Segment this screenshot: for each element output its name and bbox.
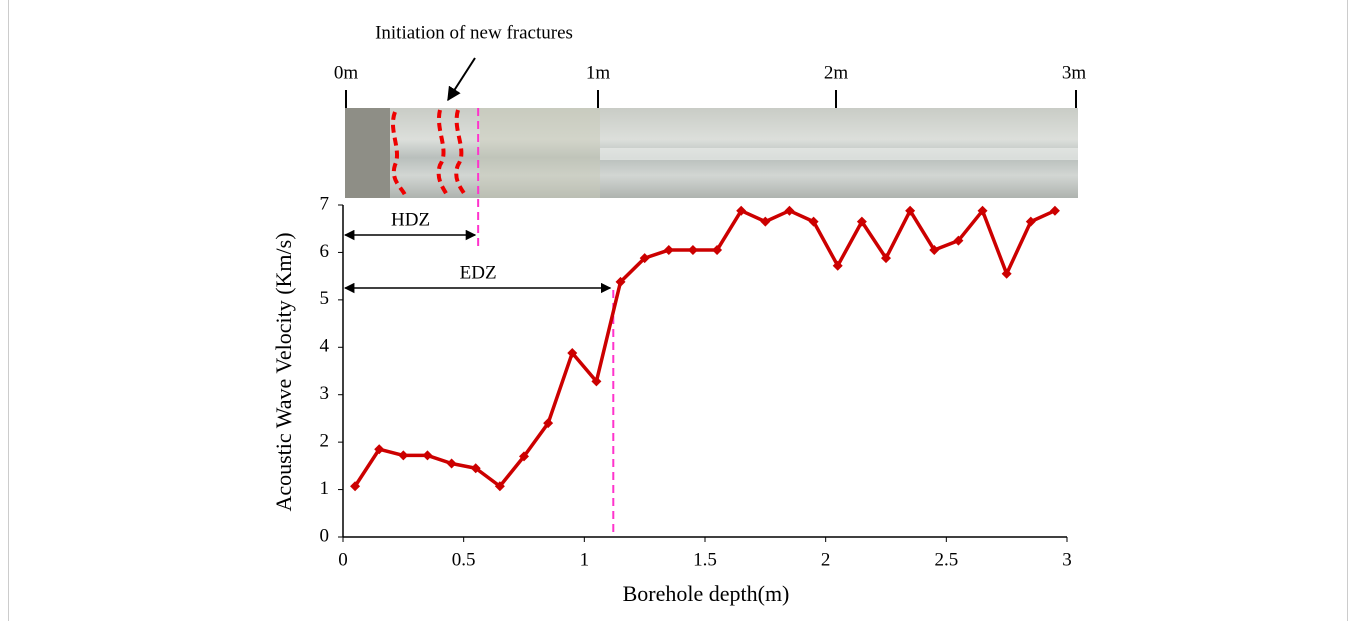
data-point bbox=[905, 205, 916, 216]
frame bbox=[8, 0, 1348, 621]
data-point bbox=[494, 481, 505, 492]
x-tick-label: 3 bbox=[1062, 549, 1072, 570]
x-tick-label: 2.5 bbox=[934, 549, 958, 570]
y-tick-label: 5 bbox=[320, 288, 330, 309]
data-point bbox=[350, 481, 361, 492]
data-point bbox=[591, 376, 602, 387]
x-tick-label: 1 bbox=[580, 549, 590, 570]
data-point bbox=[784, 205, 795, 216]
data-point bbox=[856, 216, 867, 227]
data-point bbox=[567, 347, 578, 358]
data-point bbox=[808, 216, 819, 227]
data-point bbox=[953, 235, 964, 246]
data-point bbox=[712, 245, 723, 256]
zone-label: HDZ bbox=[391, 209, 430, 230]
data-point bbox=[881, 253, 891, 264]
data-point bbox=[736, 205, 747, 216]
y-tick-label: 7 bbox=[320, 193, 330, 214]
data-point bbox=[929, 245, 940, 256]
y-tick-label: 1 bbox=[320, 478, 330, 499]
image-scale-label: 3m bbox=[1062, 62, 1087, 83]
data-point bbox=[663, 245, 674, 256]
x-tick-label: 0.5 bbox=[452, 549, 476, 570]
data-point bbox=[1049, 205, 1060, 216]
data-point bbox=[1001, 268, 1012, 279]
data-point bbox=[832, 260, 843, 271]
data-point bbox=[446, 458, 457, 469]
x-axis-title: Borehole depth(m) bbox=[623, 581, 790, 606]
y-axis-title: Acoustic Wave Velocity (Km/s) bbox=[271, 232, 296, 511]
zone-label: EDZ bbox=[460, 262, 497, 283]
x-tick-label: 0 bbox=[338, 549, 348, 570]
data-point bbox=[519, 451, 529, 462]
data-point bbox=[1025, 216, 1036, 227]
data-point bbox=[374, 444, 385, 455]
image-scale-label: 2m bbox=[824, 62, 849, 83]
y-tick-label: 2 bbox=[320, 431, 330, 452]
data-point bbox=[977, 205, 988, 216]
data-point bbox=[398, 450, 409, 461]
data-point bbox=[470, 463, 481, 474]
borehole-image bbox=[345, 57, 1078, 198]
y-tick-label: 3 bbox=[320, 383, 330, 404]
data-point bbox=[687, 245, 698, 256]
image-scale-label: 0m bbox=[334, 62, 359, 83]
data-point bbox=[615, 276, 626, 287]
x-tick-label: 2 bbox=[821, 549, 831, 570]
image-scale-label: 1m bbox=[586, 62, 611, 83]
x-tick-label: 1.5 bbox=[693, 549, 717, 570]
data-point bbox=[422, 450, 433, 461]
data-point bbox=[639, 253, 650, 264]
y-tick-label: 4 bbox=[320, 336, 330, 357]
data-line bbox=[353, 208, 1056, 489]
y-tick-label: 0 bbox=[320, 525, 330, 546]
data-point bbox=[543, 418, 554, 429]
y-tick-label: 6 bbox=[320, 241, 330, 262]
annotation: Initiation of new fractures bbox=[375, 22, 573, 43]
data-point bbox=[760, 216, 771, 227]
